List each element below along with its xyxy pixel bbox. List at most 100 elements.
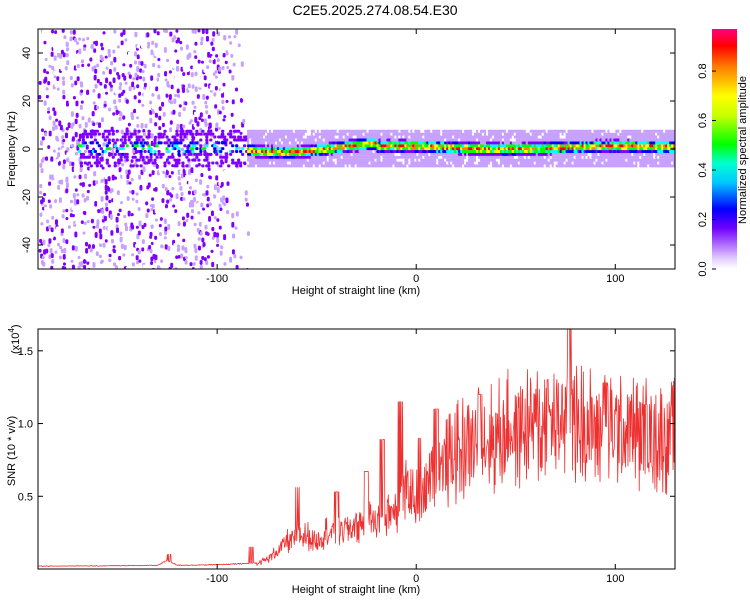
heatmap-cell bbox=[79, 104, 83, 111]
heatmap-cell bbox=[71, 101, 75, 105]
heatmap-cell bbox=[112, 249, 116, 254]
heatmap-cell bbox=[207, 164, 211, 168]
heatmap-cell bbox=[71, 136, 75, 142]
heatmap-cell bbox=[135, 141, 139, 145]
heatmap-cell bbox=[222, 74, 226, 80]
heatmap-cell bbox=[229, 132, 233, 136]
heatmap-cell bbox=[167, 149, 171, 153]
heatmap-cell bbox=[151, 92, 155, 97]
heatmap-cell bbox=[74, 188, 78, 192]
heatmap-cell bbox=[47, 199, 51, 203]
heatmap-cell bbox=[71, 264, 75, 269]
heatmap-cell bbox=[52, 107, 56, 112]
heatmap-cell bbox=[198, 221, 202, 227]
heatmap-cell bbox=[141, 239, 145, 245]
heatmap-cell bbox=[134, 51, 138, 57]
heatmap-cell bbox=[157, 64, 161, 69]
snr-y-tick-label: 1.0 bbox=[18, 419, 33, 431]
heatmap-cell bbox=[107, 132, 111, 136]
heatmap-cell bbox=[72, 193, 76, 199]
heatmap-cell bbox=[116, 45, 120, 49]
heatmap-cell bbox=[83, 53, 87, 60]
heatmap-cell bbox=[67, 106, 71, 110]
heatmap-cell bbox=[57, 152, 61, 158]
heatmap-cell bbox=[93, 149, 97, 153]
heatmap-cell bbox=[95, 164, 99, 168]
heatmap-cell bbox=[83, 221, 87, 226]
colorbar-tick-label: 0.0 bbox=[697, 261, 709, 276]
heatmap-cell bbox=[86, 36, 90, 41]
heatmap-cell bbox=[149, 147, 153, 151]
heatmap-cell bbox=[219, 250, 223, 256]
heatmap-cell bbox=[67, 122, 71, 129]
heatmap-cell bbox=[130, 114, 134, 120]
heatmap-cell bbox=[160, 70, 164, 76]
heatmap-cell bbox=[60, 66, 64, 72]
heatmap-cell bbox=[52, 116, 56, 121]
heatmap-cell bbox=[156, 230, 160, 236]
snr-panel: -100 0 100 0.51.01.5 Height of straight li… bbox=[6, 324, 676, 596]
heatmap-cell bbox=[145, 213, 149, 219]
heatmap-cell bbox=[148, 197, 152, 202]
heatmap-cell bbox=[179, 141, 183, 145]
heatmap-cell bbox=[119, 155, 123, 159]
heatmap-cell bbox=[97, 201, 101, 208]
heatmap-cell bbox=[234, 226, 238, 230]
heatmap-cell bbox=[149, 152, 153, 156]
heatmap-cell bbox=[118, 208, 122, 213]
heatmap-cell bbox=[200, 60, 204, 64]
heatmap-cell bbox=[206, 65, 210, 70]
heatmap-cell bbox=[153, 259, 157, 264]
heatmap-cell bbox=[66, 157, 70, 163]
heatmap-cell bbox=[40, 168, 44, 174]
heatmap-cell bbox=[210, 210, 214, 217]
heatmap-cell bbox=[70, 83, 74, 88]
heatmap-cell bbox=[123, 244, 127, 251]
heatmap-cell bbox=[125, 240, 129, 244]
heatmap-cell bbox=[113, 29, 117, 34]
heatmap-cell bbox=[133, 220, 137, 225]
heatmap-cell bbox=[160, 146, 164, 150]
heatmap-cell bbox=[119, 184, 123, 188]
heatmap-cell bbox=[140, 60, 144, 66]
heatmap-cell bbox=[199, 149, 203, 153]
heatmap-cell bbox=[216, 187, 220, 193]
heatmap-cell bbox=[63, 247, 67, 254]
heatmap-cell bbox=[95, 251, 99, 257]
heatmap-cell bbox=[168, 94, 172, 100]
heatmap-cell bbox=[195, 132, 199, 137]
heatmap-cell bbox=[64, 66, 68, 71]
heatmap-cell bbox=[200, 173, 204, 178]
heatmap-cell bbox=[101, 208, 105, 215]
heatmap-cell bbox=[56, 138, 60, 142]
heatmap-cell bbox=[159, 141, 163, 145]
heatmap-cell bbox=[107, 53, 111, 58]
heatmap-cell bbox=[167, 90, 171, 95]
heatmap-cell bbox=[141, 158, 145, 162]
heatmap-cell bbox=[215, 232, 219, 238]
heatmap-cell bbox=[65, 100, 69, 107]
heatmap-cell bbox=[53, 110, 57, 116]
snr-y-ticks: 0.51.01.5 bbox=[18, 346, 675, 503]
heatmap-cell bbox=[68, 160, 72, 167]
heatmap-cell bbox=[110, 230, 114, 236]
heatmap-cell bbox=[195, 129, 199, 133]
heatmap-cell bbox=[151, 80, 155, 84]
heatmap-cell bbox=[52, 236, 56, 241]
heatmap-cell bbox=[180, 191, 184, 197]
heatmap-cell bbox=[44, 265, 48, 269]
heatmap-cell bbox=[115, 216, 119, 223]
heatmap-cell bbox=[133, 132, 137, 136]
heatmap-cell bbox=[221, 124, 225, 129]
heatmap-cell bbox=[223, 114, 227, 119]
heatmap-cell bbox=[122, 253, 126, 257]
heatmap-cell bbox=[118, 126, 122, 133]
heatmap-cell bbox=[197, 202, 201, 208]
heatmap-cell bbox=[93, 170, 97, 177]
heatmap-cell bbox=[112, 35, 116, 39]
heatmap-cell bbox=[109, 84, 113, 88]
heatmap-cell bbox=[58, 197, 62, 203]
heatmap-cell bbox=[199, 112, 203, 118]
heatmap-cell bbox=[53, 75, 57, 79]
heatmap-cell bbox=[146, 54, 150, 58]
